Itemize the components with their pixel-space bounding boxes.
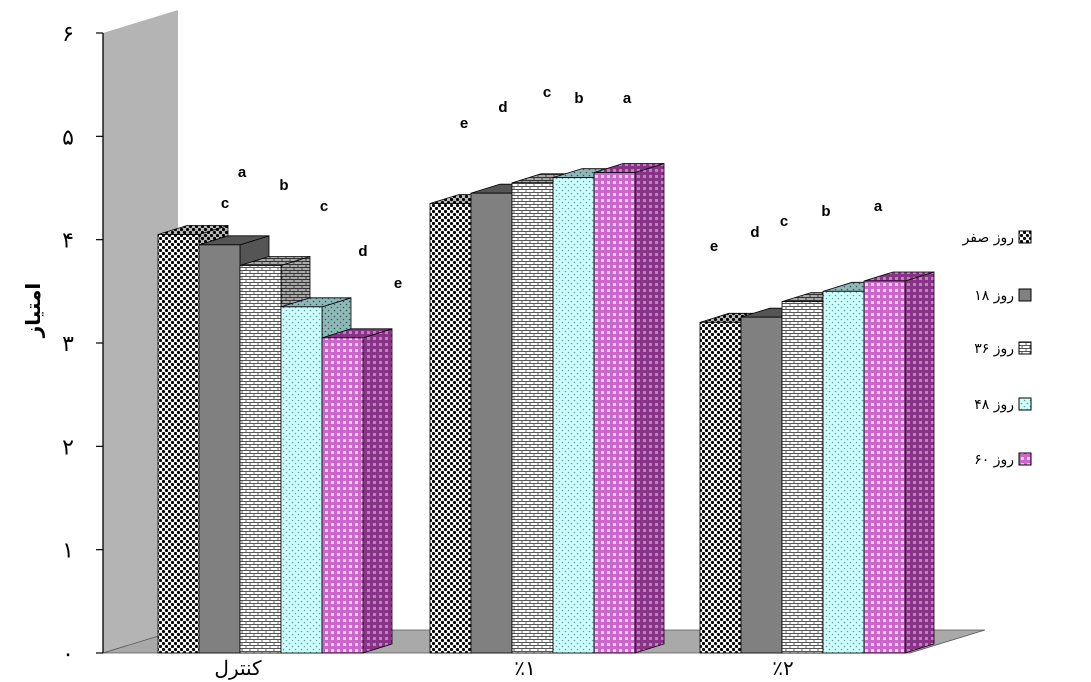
- significance-letter: d: [358, 243, 367, 260]
- y-tick-label: ۲: [62, 435, 74, 460]
- y-axis-ticks: ۰ ۱ ۲ ۳ ۴ ۵ ۶: [62, 22, 103, 667]
- y-tick-label: ۳: [62, 332, 74, 357]
- category-label: ٪۲: [772, 656, 793, 680]
- significance-letter: a: [238, 164, 247, 181]
- category-labels: کنترل ٪۱ ٪۲: [214, 656, 793, 680]
- bar: [593, 162, 665, 654]
- legend-item: روز ۳۶: [974, 341, 1032, 357]
- category-label: کنترل: [214, 656, 262, 680]
- significance-letter: c: [320, 198, 328, 215]
- legend-label: روز ۴۸: [974, 397, 1014, 413]
- significance-letter: b: [821, 203, 830, 220]
- significance-letter: e: [460, 115, 468, 132]
- legend-item: روز ۱۸: [974, 288, 1032, 304]
- significance-letter: a: [874, 198, 883, 215]
- significance-letter: a: [623, 90, 632, 107]
- y-tick-label: ۶: [62, 22, 74, 47]
- significance-letter: c: [221, 195, 229, 212]
- legend-label: روز ۶۰: [974, 452, 1014, 468]
- bars: [157, 162, 935, 654]
- significance-letter: b: [574, 90, 583, 107]
- significance-letter: c: [780, 213, 788, 230]
- significance-letter: c: [543, 84, 551, 101]
- bar: [863, 271, 935, 654]
- legend-item: روز صفر: [962, 230, 1032, 246]
- significance-letter: e: [710, 238, 718, 255]
- y-axis-label: امتیاز: [21, 283, 45, 339]
- significance-letter: b: [279, 177, 288, 194]
- legend-label: روز ۳۶: [974, 341, 1014, 357]
- significance-letter: d: [498, 99, 507, 116]
- bar: [321, 328, 393, 654]
- legend-label: روز صفر: [962, 230, 1014, 246]
- legend-item: روز ۴۸: [974, 397, 1032, 413]
- significance-letter: e: [394, 275, 402, 292]
- significance-letter: d: [750, 224, 759, 241]
- y-tick-label: ۴: [62, 229, 74, 254]
- y-tick-label: ۵: [62, 125, 74, 150]
- legend: روز صفر روز ۱۸ روز ۳۶ روز ۴۸ روز ۶۰: [962, 230, 1032, 468]
- category-label: ٪۱: [514, 656, 535, 680]
- legend-item: روز ۶۰: [974, 452, 1032, 468]
- y-tick-label: ۱: [62, 539, 74, 564]
- y-tick-label: ۰: [62, 642, 74, 667]
- legend-label: روز ۱۸: [974, 288, 1014, 304]
